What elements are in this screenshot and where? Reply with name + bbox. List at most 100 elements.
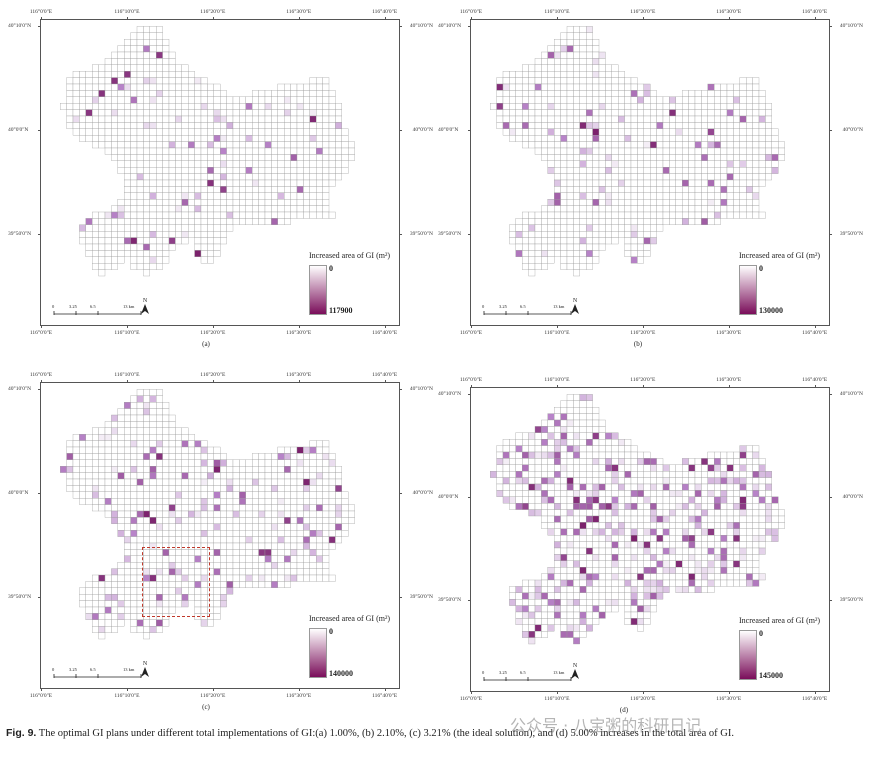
grid-cell <box>117 466 125 473</box>
grid-cell <box>104 103 112 110</box>
grid-cell <box>547 160 555 168</box>
grid-cell <box>534 579 542 587</box>
grid-cell <box>168 446 176 454</box>
grid-cell <box>252 472 259 480</box>
grid-cell <box>264 549 272 556</box>
grid-cell <box>226 568 234 576</box>
grid-cell <box>194 141 202 149</box>
grid-cell <box>130 154 138 161</box>
grid-cell <box>592 573 600 581</box>
grid-cell <box>566 147 574 155</box>
grid-cell <box>168 160 176 168</box>
grid-cell <box>220 536 227 544</box>
grid-cell <box>586 509 593 517</box>
grid-cell <box>92 440 99 448</box>
grid-cell <box>554 541 561 549</box>
grid-cell <box>701 586 708 593</box>
grid-cell <box>296 555 304 563</box>
grid-cell <box>694 490 702 497</box>
grid-cell <box>124 568 131 576</box>
grid-cell <box>733 109 740 117</box>
grid-cell <box>111 231 118 238</box>
grid-cell <box>284 523 291 531</box>
grid-cell <box>284 472 291 480</box>
grid-cell <box>143 478 150 486</box>
grid-cell <box>707 192 715 200</box>
grid-cell <box>701 186 708 193</box>
map-panel-c: 116°0'0"E 116°10'0"E 116°20'0"E 116°30'0"E 1… <box>8 372 433 699</box>
grid-cell <box>573 631 580 638</box>
grid-cell <box>682 103 689 110</box>
grid-cell <box>66 440 74 448</box>
grid-cell <box>232 167 240 174</box>
grid-cell <box>104 581 112 588</box>
grid-cell <box>124 77 131 85</box>
grid-cell <box>669 179 676 187</box>
grid-cell <box>207 237 214 245</box>
grid-cell <box>618 77 625 85</box>
grid-cell <box>284 498 291 505</box>
grid-cell <box>566 205 574 213</box>
grid-cell <box>573 458 580 465</box>
grid-cell <box>586 579 593 587</box>
grid-cell <box>605 237 612 245</box>
grid-cell <box>156 186 163 193</box>
tick-mark <box>556 17 558 20</box>
grid-cell <box>316 478 323 486</box>
grid-cell <box>296 504 304 512</box>
grid-cell <box>309 478 317 486</box>
grid-cell <box>188 103 195 110</box>
tick-mark <box>468 26 471 28</box>
grid-cell <box>188 536 195 544</box>
grid-cell <box>618 122 625 129</box>
grid-cell <box>694 503 702 510</box>
grid-cell <box>502 90 510 97</box>
grid-cell <box>586 243 593 251</box>
grid-cell <box>566 199 574 206</box>
grid-cell <box>124 555 131 563</box>
grid-cell <box>92 256 99 264</box>
grid-cell <box>758 179 766 187</box>
grid-cell <box>136 498 144 505</box>
grid-cell <box>117 574 125 582</box>
grid-cell <box>200 231 208 238</box>
grid-cell <box>252 211 259 219</box>
grid-cell <box>541 77 548 85</box>
grid-cell <box>534 445 542 453</box>
grid-cell <box>592 426 600 433</box>
grid-cell <box>124 581 131 588</box>
grid-cell <box>694 90 702 97</box>
panel-label-a: (a) <box>202 340 210 348</box>
grid-cell <box>335 530 342 537</box>
grid-cell <box>682 115 689 123</box>
grid-cell <box>277 147 285 155</box>
grid-cell <box>72 434 80 441</box>
grid-cell <box>714 109 721 117</box>
grid-cell <box>637 586 644 593</box>
grid-cell <box>637 122 644 129</box>
grid-cell <box>200 504 208 512</box>
grid-cell <box>194 530 202 537</box>
grid-cell <box>207 453 214 460</box>
figure-caption: Fig. 9. The optimal GI plans under diffe… <box>6 726 870 741</box>
grid-cell <box>143 250 150 257</box>
grid-cell <box>271 555 278 563</box>
grid-cell <box>560 154 568 161</box>
grid-cell <box>245 536 253 544</box>
grid-cell <box>675 464 683 472</box>
grid-cell <box>675 128 683 136</box>
grid-cell <box>618 154 625 161</box>
grid-cell <box>675 509 683 517</box>
tick-mark <box>399 596 402 598</box>
grid-cell <box>771 509 779 517</box>
grid-cell <box>733 160 740 168</box>
grid-cell <box>322 135 330 142</box>
grid-cell <box>194 459 202 467</box>
grid-cell <box>752 567 760 574</box>
grid-cell <box>733 522 740 529</box>
grid-cell <box>502 122 510 129</box>
grid-cell <box>194 96 202 104</box>
grid-cell <box>522 77 529 85</box>
grid-cell <box>296 128 304 136</box>
grid-cell <box>662 167 670 174</box>
